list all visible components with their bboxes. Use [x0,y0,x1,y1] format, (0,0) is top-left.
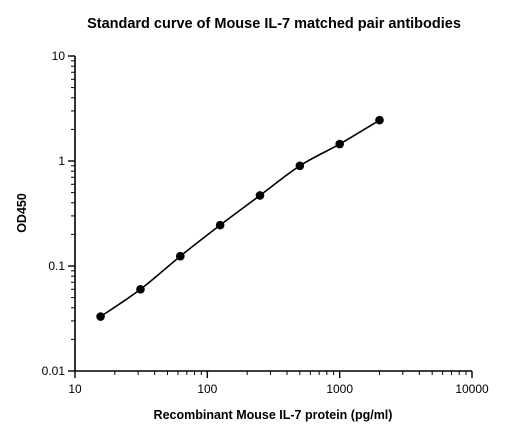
data-point [176,251,185,261]
data-point [215,220,225,230]
x-tick-label: 10 [68,382,82,396]
chart-title: Standard curve of Mouse IL-7 matched pai… [87,16,461,32]
data-point [295,161,305,171]
data-point [255,191,265,200]
data-point [96,312,105,321]
data-point [136,284,145,294]
x-axis-label: Recombinant Mouse IL-7 protein (pg/ml) [154,408,393,422]
y-tick-label: 1 [58,154,65,168]
x-tick-label: 100 [197,382,217,396]
x-tick-label: 1000 [326,382,353,396]
data-point [375,115,384,125]
y-tick-label: 0.1 [48,259,65,273]
x-tick-label: 10000 [455,382,489,396]
data-point [335,139,344,149]
y-tick-label: 0.01 [42,364,66,378]
y-axis-label: OD450 [15,193,29,233]
axes: 10 100 1000 10000 0.01 0.1 1 10 [42,49,489,396]
y-tick-label: 10 [52,49,66,63]
data-points-layer [96,115,384,321]
